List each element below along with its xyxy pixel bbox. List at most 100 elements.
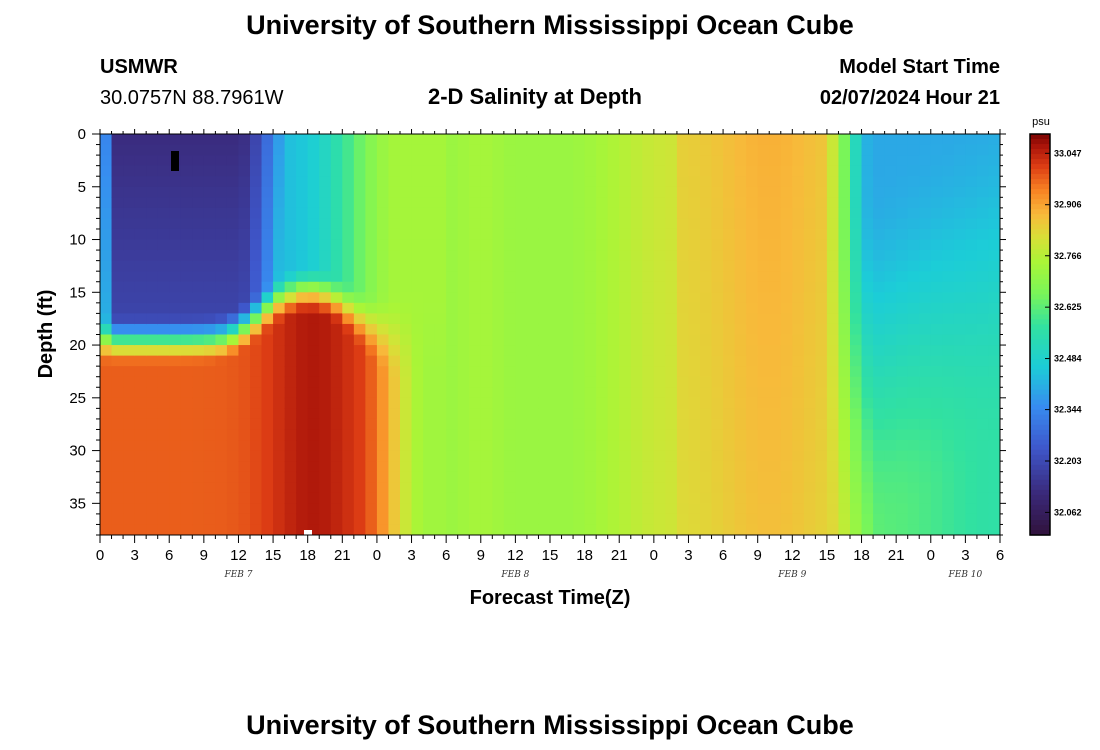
heatmap-cell <box>203 260 216 272</box>
heatmap-cell <box>619 418 632 431</box>
heatmap-cell <box>550 302 563 314</box>
heatmap-cell <box>330 313 343 325</box>
heatmap-cell <box>619 376 632 388</box>
heatmap-cell <box>365 376 378 388</box>
heatmap-cell <box>873 440 886 452</box>
heatmap-cell <box>353 260 366 272</box>
heatmap-cell <box>157 218 170 230</box>
heatmap-cell <box>157 176 170 188</box>
heatmap-cell <box>723 524 736 535</box>
heatmap-cell <box>284 461 297 473</box>
heatmap-cell <box>538 260 551 272</box>
heatmap-cell <box>492 197 505 209</box>
colorbar-swatch <box>1030 379 1050 386</box>
heatmap-cell <box>134 155 147 167</box>
heatmap-cell <box>746 482 759 494</box>
heatmap-cell <box>838 165 851 177</box>
heatmap-cell <box>896 134 909 146</box>
heatmap-cell <box>769 408 782 420</box>
x-tick-label: 6 <box>996 547 1004 564</box>
heatmap-cell <box>596 228 609 241</box>
heatmap-cell <box>238 228 251 241</box>
heatmap-cell <box>423 302 436 314</box>
colorbar-swatch <box>1030 264 1050 270</box>
heatmap-cell <box>284 450 297 462</box>
y-tick-label: 20 <box>69 337 86 354</box>
heatmap-cell <box>838 513 851 526</box>
heatmap-cell <box>411 461 424 473</box>
heatmap-cell <box>723 429 736 441</box>
heatmap-cell <box>526 313 540 325</box>
heatmap-cell <box>400 165 413 177</box>
heatmap-cell <box>215 482 228 494</box>
heatmap-cell <box>446 302 459 314</box>
heatmap-cell <box>111 334 124 346</box>
heatmap-cell <box>319 366 332 378</box>
heatmap-cell <box>861 323 874 336</box>
heatmap-cell <box>619 271 632 283</box>
heatmap-cell <box>919 376 932 388</box>
heatmap-cell <box>642 292 655 304</box>
heatmap-cell <box>515 155 528 167</box>
heatmap-cell <box>353 408 366 420</box>
heatmap-cell <box>688 302 701 314</box>
heatmap-cell <box>734 471 747 483</box>
heatmap-cell <box>734 482 747 494</box>
heatmap-cell <box>146 281 159 293</box>
heatmap-cell <box>665 186 678 198</box>
heatmap-cell <box>469 281 482 293</box>
heatmap-cell <box>953 228 966 241</box>
heatmap-cell <box>769 323 782 336</box>
heatmap-cell <box>907 207 920 220</box>
heatmap-cell <box>192 461 205 473</box>
y-tick-label: 5 <box>78 179 86 196</box>
heatmap-cell <box>469 260 482 272</box>
heatmap-cell <box>873 355 886 367</box>
heatmap-cell <box>319 524 332 535</box>
heatmap-cell <box>896 471 909 483</box>
heatmap-cell <box>480 461 493 473</box>
heatmap-cell <box>100 513 113 526</box>
heatmap-cell <box>261 376 274 388</box>
heatmap-cell <box>111 197 124 209</box>
heatmap-cell <box>653 408 666 420</box>
heatmap-cell <box>353 345 366 357</box>
heatmap-cell <box>215 461 228 473</box>
heatmap-cell <box>238 429 251 441</box>
heatmap-cell <box>203 302 216 314</box>
heatmap-cell <box>157 366 170 378</box>
heatmap-cell <box>665 323 678 336</box>
heatmap-cell <box>273 260 286 272</box>
heatmap-cell <box>965 345 978 357</box>
heatmap-cell <box>146 513 159 526</box>
heatmap-cell <box>746 281 759 293</box>
heatmap-cell <box>503 176 516 188</box>
heatmap-cell <box>203 482 216 494</box>
heatmap-cell <box>676 450 690 462</box>
heatmap-cell <box>284 207 297 220</box>
heatmap-cell <box>296 260 309 272</box>
heatmap-cell <box>711 302 724 314</box>
heatmap-cell <box>942 271 955 283</box>
heatmap-cell <box>388 302 401 314</box>
heatmap-cell <box>792 376 805 388</box>
heatmap-cell <box>469 271 482 283</box>
heatmap-cell <box>803 144 816 156</box>
heatmap-cell <box>861 197 874 209</box>
heatmap-cell <box>226 397 240 409</box>
x-tick-label: 12 <box>230 547 247 564</box>
heatmap-cell <box>642 334 655 346</box>
heatmap-cell <box>769 239 782 251</box>
heatmap-cell <box>792 408 805 420</box>
heatmap-cell <box>723 387 736 399</box>
heatmap-cell <box>930 366 943 378</box>
heatmap-cell <box>965 186 978 198</box>
heatmap-cell <box>342 218 355 230</box>
heatmap-cell <box>284 492 297 504</box>
heatmap-cell <box>607 271 620 283</box>
heatmap-cell <box>480 281 493 293</box>
heatmap-cell <box>100 345 113 357</box>
heatmap-cell <box>884 186 897 198</box>
heatmap-cell <box>619 461 632 473</box>
heatmap-cell <box>873 503 886 515</box>
